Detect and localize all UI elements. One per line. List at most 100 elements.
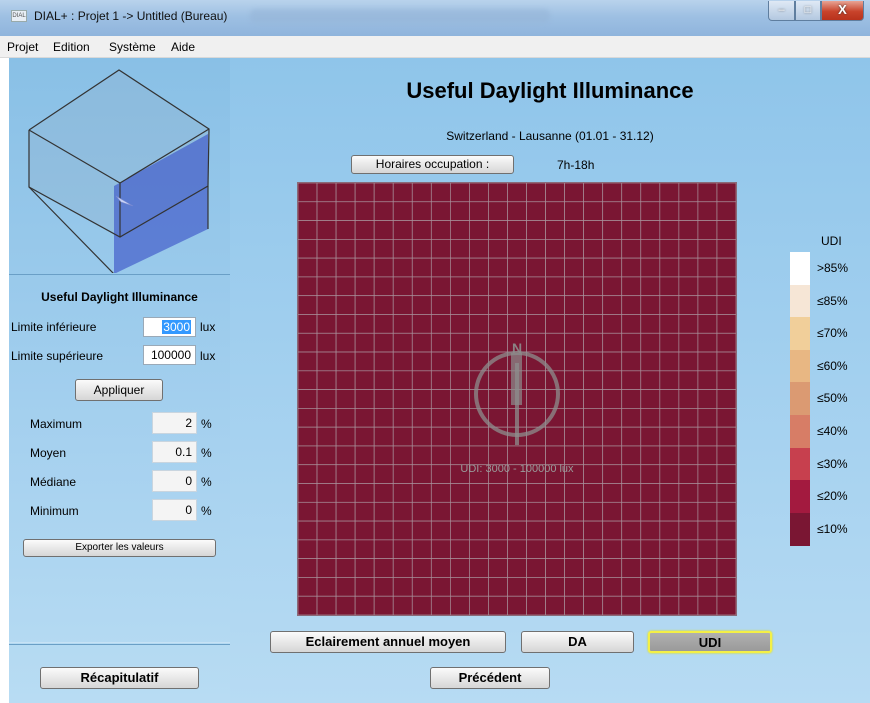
previous-button[interactable]: Précédent (430, 667, 550, 689)
occupation-hours-value: 7h-18h (557, 158, 595, 172)
heatmap-cell (392, 295, 413, 315)
heatmap-cell (488, 182, 508, 203)
heatmap-cell (335, 351, 356, 372)
heatmap-cell (297, 276, 318, 297)
heatmap-cell (392, 389, 413, 409)
heatmap-cell (564, 257, 584, 278)
heatmap-cell (373, 483, 394, 503)
heatmap-cell (507, 558, 527, 578)
heatmap-cell (678, 276, 699, 297)
heatmap-cell (354, 276, 375, 297)
divider (9, 274, 230, 275)
heatmap-cell (716, 577, 737, 597)
heatmap-cell (545, 332, 565, 353)
heatmap-cell (297, 577, 318, 597)
heatmap-cell (716, 539, 737, 559)
heatmap-cell (335, 408, 356, 428)
heatmap-cell (488, 295, 508, 315)
heatmap-cell (678, 370, 699, 390)
heatmap-cell (716, 182, 737, 203)
export-values-button[interactable]: Exporter les valeurs (23, 539, 216, 557)
legend-swatch (790, 415, 810, 449)
heatmap-cell (297, 445, 318, 466)
maximize-button[interactable]: □ (795, 1, 821, 21)
heatmap-cell (392, 464, 413, 484)
heatmap-cell (488, 577, 508, 597)
heatmap-cell (678, 389, 699, 409)
heatmap-cell (373, 332, 394, 353)
heatmap-cell (373, 182, 394, 203)
heatmap-cell (297, 408, 318, 428)
heatmap-cell (316, 445, 337, 466)
heatmap-cell (640, 182, 661, 203)
heatmap-cell (621, 295, 642, 315)
upper-limit-input[interactable]: 100000 (143, 345, 196, 365)
heatmap-cell (697, 426, 718, 447)
heatmap-cell (583, 201, 604, 221)
summary-button[interactable]: Récapitulatif (40, 667, 199, 689)
menu-systeme[interactable]: Système (109, 40, 156, 54)
heatmap-cell (316, 501, 337, 522)
heatmap-cell (411, 276, 432, 297)
heatmap-cell (583, 595, 604, 616)
heatmap-cell (659, 464, 680, 484)
menu-aide[interactable]: Aide (171, 40, 196, 54)
title-bar: DIAL DIAL+ : Projet 1 -> Untitled (Burea… (0, 0, 870, 36)
heatmap-cell (716, 464, 737, 484)
heatmap-cell (373, 501, 394, 522)
tab-udi[interactable]: UDI (648, 631, 772, 653)
heatmap-cell (716, 483, 737, 503)
heatmap-cell (450, 332, 470, 353)
heatmap-cell (469, 276, 489, 297)
heatmap-cell (564, 408, 584, 428)
heatmap-cell (697, 483, 718, 503)
menu-edition[interactable]: Edition (53, 40, 90, 54)
heatmap-cell (640, 464, 661, 484)
heatmap-cell (297, 501, 318, 522)
compass-icon: N (474, 340, 560, 445)
heatmap-cell (354, 314, 375, 334)
heatmap-cell (583, 314, 604, 334)
minimize-button[interactable]: – (768, 1, 795, 21)
legend-label: >85% (817, 261, 849, 275)
heatmap-cell (335, 539, 356, 559)
heatmap-cell (354, 445, 375, 466)
menu-projet[interactable]: Projet (7, 40, 39, 54)
heatmap-cell (507, 182, 527, 203)
close-button[interactable]: X (821, 1, 864, 21)
heatmap-cell (335, 314, 356, 334)
heatmap-cell (411, 314, 432, 334)
legend-swatch (790, 252, 810, 286)
heatmap-cell (545, 182, 565, 203)
heatmap-cell (640, 426, 661, 447)
heatmap-cell (392, 408, 413, 428)
heatmap-cell (354, 426, 375, 447)
heatmap-cell (564, 332, 584, 353)
heatmap-cell (526, 445, 546, 466)
heatmap-cell (583, 257, 604, 278)
lower-limit-input[interactable]: 3000 (143, 317, 196, 337)
heatmap-cell (488, 201, 508, 221)
heatmap-cell (507, 483, 527, 503)
heatmap-cell (335, 520, 356, 541)
heatmap-cell (488, 595, 508, 616)
heatmap-cell (526, 539, 546, 559)
heatmap-cell (526, 201, 546, 221)
heatmap-cell (469, 238, 489, 259)
heatmap-cell (430, 426, 451, 447)
apply-button[interactable]: Appliquer (75, 379, 163, 401)
tab-eclairement-annuel-moyen[interactable]: Eclairement annuel moyen (270, 631, 506, 653)
heatmap-cell (297, 370, 318, 390)
heatmap-cell (640, 295, 661, 315)
heatmap-cell (411, 201, 432, 221)
heatmap-cell (392, 539, 413, 559)
heatmap-cell (373, 370, 394, 390)
heatmap-cell (621, 314, 642, 334)
heatmap-cell (716, 389, 737, 409)
tab-da[interactable]: DA (521, 631, 634, 653)
occupation-hours-button[interactable]: Horaires occupation : (351, 155, 514, 174)
heatmap-cell (507, 539, 527, 559)
room-3d-icon (28, 69, 210, 275)
heatmap-cell (640, 257, 661, 278)
heatmap-cell (545, 257, 565, 278)
